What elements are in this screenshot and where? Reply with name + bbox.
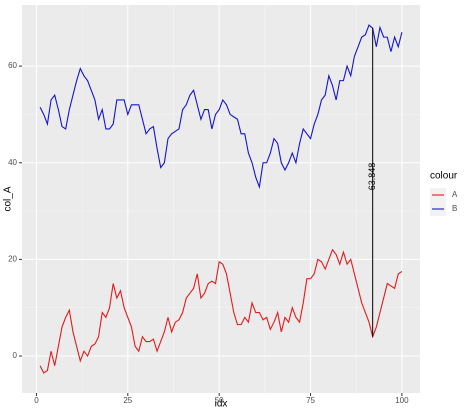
x-tick-label: 75 xyxy=(306,396,315,405)
x-tick-label: 0 xyxy=(34,396,39,405)
y-tick-label: 20 xyxy=(8,255,17,264)
x-axis-label: idx xyxy=(215,399,228,410)
legend-label: B xyxy=(452,204,457,213)
y-tick-label: 40 xyxy=(8,158,17,167)
y-axis-label: col_A xyxy=(3,186,14,211)
y-tick-label: 0 xyxy=(13,351,18,360)
annotation-label: 63.848 xyxy=(367,163,377,191)
legend-title: colour xyxy=(430,171,458,182)
x-tick-label: 25 xyxy=(123,396,132,405)
x-tick-label: 50 xyxy=(215,396,224,405)
y-tick-label: 60 xyxy=(8,61,17,70)
legend-label: A xyxy=(452,190,458,199)
line xyxy=(39,24,403,190)
x-tick-label: 100 xyxy=(395,396,409,405)
panel xyxy=(22,5,420,393)
line xyxy=(39,248,403,374)
